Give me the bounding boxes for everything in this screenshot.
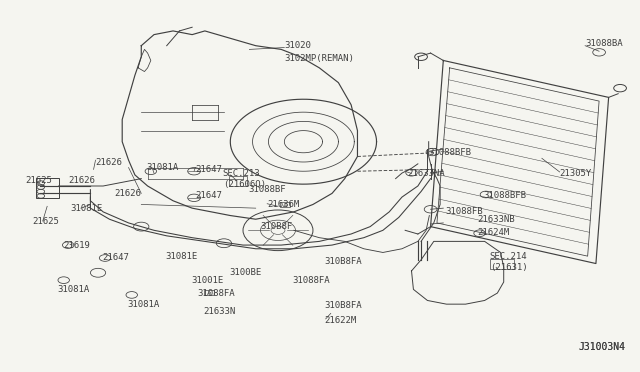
Text: 31088FA: 31088FA [197,289,235,298]
Text: 31081A: 31081A [127,300,159,309]
Text: 21626: 21626 [115,189,141,198]
Text: 31088BFB: 31088BFB [429,148,472,157]
Text: 31081A: 31081A [58,285,90,294]
Text: 310B8FA: 310B8FA [324,301,362,311]
Text: 21624M: 21624M [477,228,509,237]
Text: 21636M: 21636M [267,200,300,209]
Bar [204,290,214,295]
Text: SEC.214: SEC.214 [490,251,527,261]
Text: 31081E: 31081E [70,203,102,213]
Text: 21633N: 21633N [204,307,236,316]
Text: 21622M: 21622M [324,316,356,325]
Text: 31088BF: 31088BF [248,185,285,194]
Bar [36,177,59,198]
Text: 21305Y: 21305Y [559,169,592,177]
Text: A: A [283,203,287,208]
Text: 21633NB: 21633NB [477,215,515,224]
Text: 21619: 21619 [64,241,91,250]
Text: 31088FB: 31088FB [445,207,483,217]
Text: (21631): (21631) [490,263,527,272]
Text: 31088BA: 31088BA [585,39,623,48]
Text: 21625: 21625 [26,176,52,185]
Bar [490,260,514,269]
Text: 3102MP(REMAN): 3102MP(REMAN) [284,54,354,63]
Text: 21647: 21647 [195,191,222,200]
Text: (21606Q): (21606Q) [223,180,266,189]
Text: 31081A: 31081A [147,163,179,172]
Text: 310B8F: 310B8F [261,222,293,231]
Text: 31088BFB: 31088BFB [483,191,526,200]
Bar [280,202,290,207]
Text: J31003N4: J31003N4 [579,341,626,352]
Text: 21647: 21647 [102,253,129,263]
Text: A: A [207,291,211,296]
Text: 21633NA: 21633NA [407,169,445,177]
Text: 31088FA: 31088FA [292,276,330,285]
Text: 21626: 21626 [68,176,95,185]
Text: 21647: 21647 [195,165,222,174]
Text: 31081E: 31081E [165,251,198,261]
Text: J31003N4: J31003N4 [579,341,626,352]
Text: SEC.213: SEC.213 [223,169,260,177]
Text: 310B8FA: 310B8FA [324,257,362,266]
Text: 31020: 31020 [284,41,311,50]
Text: 21625: 21625 [32,217,59,225]
Text: 3100BE: 3100BE [229,268,261,277]
Text: 31001E: 31001E [191,276,223,285]
Text: 21626: 21626 [95,157,122,167]
Bar [229,176,247,186]
